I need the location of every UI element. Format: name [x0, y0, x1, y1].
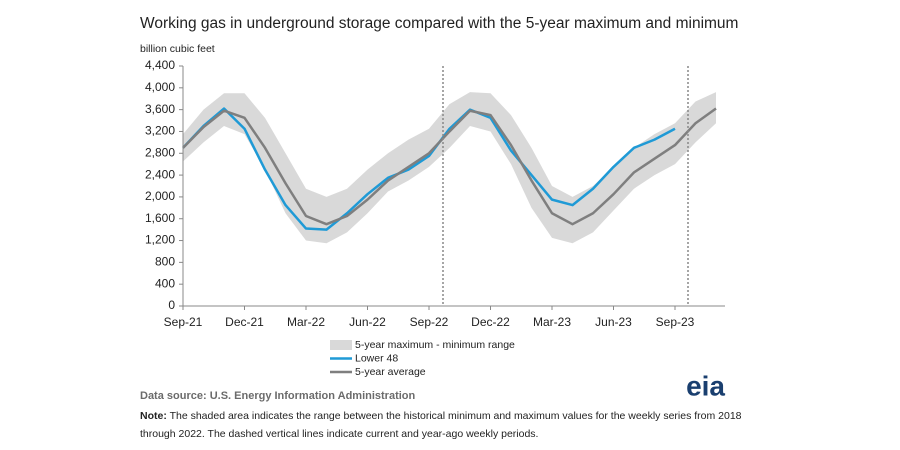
y-tick-label: 800 — [155, 255, 175, 269]
x-tick-label: Mar-22 — [287, 315, 325, 329]
note: Note: The shaded area indicates the rang… — [140, 410, 742, 422]
y-tick-label: 2,400 — [145, 167, 175, 181]
chart-title: Working gas in underground storage compa… — [140, 15, 738, 32]
x-tick-label: Mar-23 — [533, 315, 571, 329]
plot-area: 0 400 800 1,200 1,600 2,000 2,400 2,800 3,200 3,6… — [145, 58, 717, 329]
y-tick-label: 2,000 — [145, 189, 175, 203]
y-tick-label: 1,200 — [145, 233, 175, 247]
x-tick-label: Sep-23 — [656, 315, 695, 329]
series-line — [182, 107, 676, 231]
logo: eia — [686, 370, 725, 401]
note-label: Note: — [140, 410, 167, 422]
series-line — [182, 107, 717, 226]
range-area — [183, 92, 716, 244]
y-tick-label: 1,600 — [145, 211, 175, 225]
x-tick-label: Jun-22 — [349, 315, 386, 329]
x-tick-label: Sep-22 — [410, 315, 449, 329]
y-tick-label: 2,800 — [145, 145, 175, 159]
x-tick-label: Dec-21 — [225, 315, 264, 329]
y-tick-label: 400 — [155, 276, 175, 290]
legend-label: Lower 48 — [355, 352, 398, 364]
y-axis-label: billion cubic feet — [140, 43, 215, 55]
x-tick-label: Dec-22 — [471, 315, 510, 329]
note-text: The shaded area indicates the range betw… — [167, 410, 742, 422]
legend-label: 5-year average — [355, 366, 426, 378]
x-tick-label: Sep-21 — [164, 315, 203, 329]
source: Data source: U.S. Energy Information Adm… — [140, 390, 416, 402]
y-tick-label: 4,400 — [145, 58, 175, 72]
y-tick-label: 3,200 — [145, 124, 175, 138]
y-tick-label: 3,600 — [145, 102, 175, 116]
x-tick-label: Jun-23 — [595, 315, 632, 329]
y-tick-label: 4,000 — [145, 80, 175, 94]
legend-label: 5-year maximum - minimum range — [355, 339, 515, 351]
note-text: through 2022. The dashed vertical lines … — [140, 428, 538, 440]
y-tick-label: 0 — [168, 298, 175, 312]
legend-swatch — [330, 340, 352, 350]
